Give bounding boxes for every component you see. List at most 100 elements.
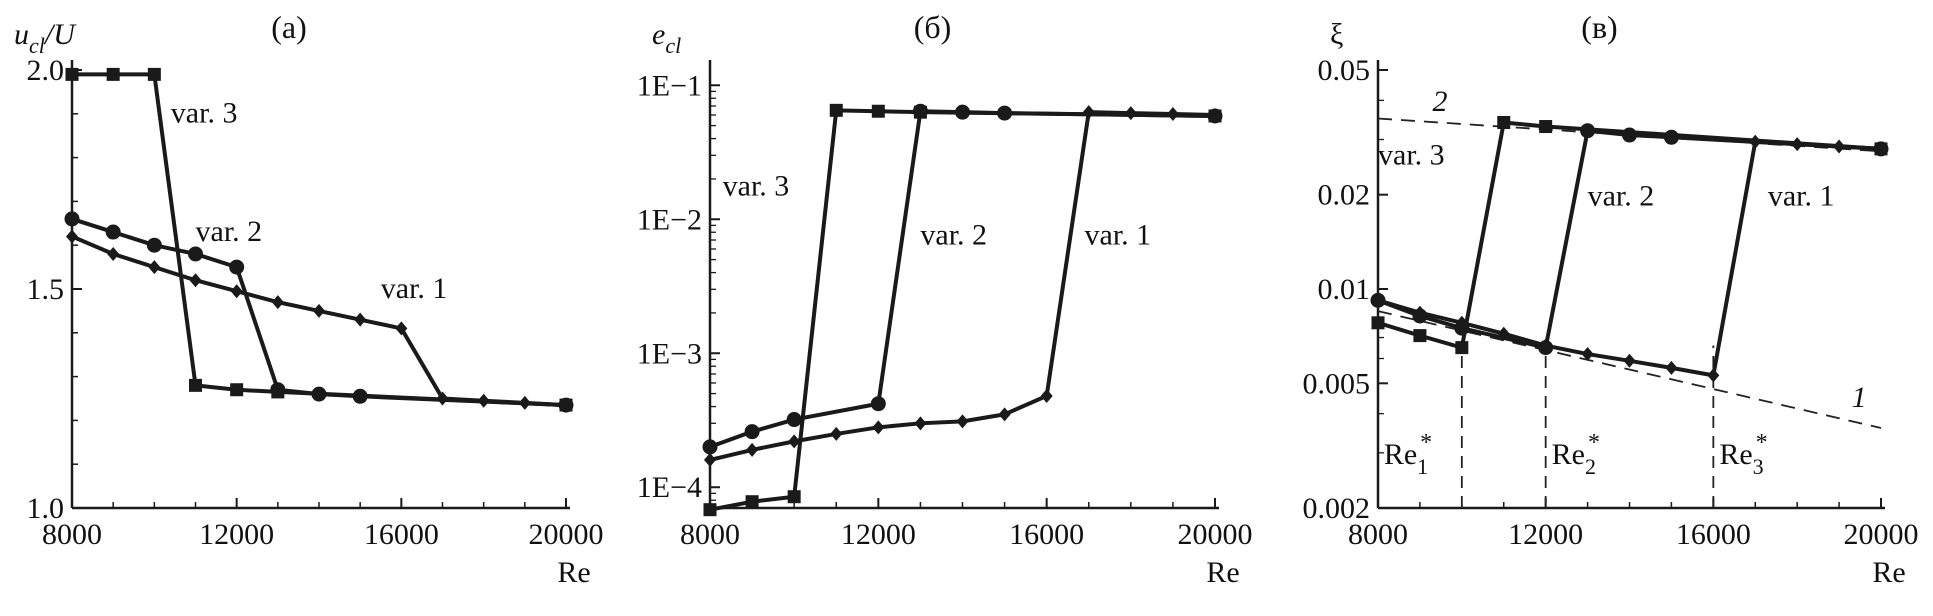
- series-annotation: var. 1: [381, 272, 448, 305]
- x-tick-label: 8000: [680, 518, 740, 551]
- series-annotation: var. 2: [1588, 179, 1655, 212]
- y-tick-label: 2.0: [27, 54, 65, 87]
- data-point: [786, 412, 802, 428]
- x-tick-label: 12000: [1508, 518, 1583, 551]
- x-tick-label: 12000: [199, 518, 274, 551]
- y-axis-label: ξ: [1330, 18, 1343, 51]
- data-point: [1707, 368, 1720, 383]
- series-annotation: var. 2: [196, 215, 263, 248]
- y-tick-label: 1.5: [27, 273, 65, 306]
- series-annotation: var. 3: [171, 97, 238, 130]
- x-tick-label: 20000: [529, 518, 604, 551]
- critical-re-label: Re3*: [1719, 430, 1767, 479]
- data-point: [913, 105, 927, 119]
- reference-label-2: 2: [1432, 85, 1447, 118]
- series-annotation: var. 3: [1378, 138, 1445, 171]
- data-point: [106, 67, 120, 81]
- critical-re-label: Re1*: [1384, 430, 1432, 479]
- data-point: [870, 396, 886, 412]
- data-point: [704, 452, 716, 467]
- x-tick-label: 12000: [841, 518, 916, 551]
- panel-label: (а): [271, 9, 307, 45]
- data-point: [65, 67, 79, 81]
- data-point: [1538, 340, 1554, 356]
- data-point: [148, 260, 161, 275]
- series-line-1: [71, 234, 567, 408]
- data-point: [998, 407, 1011, 422]
- y-tick-label: 0.01: [1318, 273, 1371, 306]
- data-point: [559, 398, 573, 412]
- data-point: [395, 321, 408, 336]
- panel-b: 8000 12000 16000 20000 1E−4 1E−3 1E−2 1E−1 Re ecl…: [637, 9, 1253, 589]
- data-point: [188, 246, 203, 262]
- data-point: [189, 378, 202, 392]
- data-point: [271, 295, 284, 310]
- x-axis-label: Re: [1872, 556, 1905, 589]
- series-line-2: [709, 109, 1216, 449]
- data-point: [1208, 109, 1222, 123]
- data-point: [271, 385, 285, 399]
- data-point: [829, 103, 843, 117]
- data-point: [230, 383, 244, 397]
- series-line-1: [709, 110, 1216, 462]
- data-point: [313, 303, 325, 318]
- data-point: [744, 424, 760, 440]
- critical-re-label: Re2*: [1552, 430, 1600, 479]
- y-tick-label: 1E−2: [637, 203, 702, 236]
- x-axis-label: Re: [557, 556, 590, 589]
- series-annotation: var. 1: [1768, 179, 1835, 212]
- data-point: [1040, 388, 1053, 403]
- data-point: [787, 490, 801, 504]
- data-point: [66, 229, 78, 244]
- data-point: [1412, 308, 1428, 324]
- data-point: [1371, 316, 1385, 330]
- panel-c: 8000 12000 16000 20000 0.002 0.005 0.01 0.02 0.0…: [1303, 9, 1919, 589]
- y-axis-label-main: u: [14, 18, 29, 51]
- y-axis-label-rest: /U: [43, 18, 77, 51]
- data-point: [354, 312, 367, 327]
- data-point: [147, 67, 161, 81]
- data-point: [914, 416, 927, 431]
- x-tick-label: 16000: [1009, 518, 1084, 551]
- data-point: [1874, 142, 1888, 156]
- data-point: [1665, 360, 1678, 375]
- reference-label-1: 1: [1852, 381, 1867, 414]
- x-tick-label: 20000: [1844, 518, 1919, 551]
- series-annotation: var. 2: [920, 218, 987, 251]
- series-line-2: [1377, 128, 1882, 350]
- series-annotation: var. 3: [723, 170, 790, 203]
- y-tick-label: 0.005: [1303, 367, 1371, 400]
- data-point: [189, 273, 202, 288]
- data-point: [107, 246, 120, 261]
- series-line-3: [72, 72, 567, 408]
- y-tick-label: 1E−4: [637, 471, 702, 504]
- y-axis-label: ecl: [652, 18, 681, 58]
- data-point: [745, 495, 759, 509]
- y-tick-label: 0.05: [1318, 54, 1371, 87]
- x-axis-label: Re: [1206, 556, 1239, 589]
- y-axis-label-sub: cl: [665, 33, 681, 58]
- data-point: [872, 420, 885, 435]
- x-tick-label: 8000: [1348, 518, 1408, 551]
- series-annotation: var. 1: [1085, 218, 1152, 251]
- data-point: [1581, 347, 1594, 362]
- data-point: [146, 237, 162, 253]
- data-point: [64, 211, 80, 227]
- data-point: [1370, 292, 1386, 308]
- series-line-1: [1377, 139, 1882, 378]
- data-point: [703, 503, 717, 517]
- data-point: [956, 414, 969, 429]
- y-tick-label: 1E−3: [637, 337, 702, 370]
- data-point: [105, 224, 121, 240]
- data-point: [1082, 105, 1095, 120]
- panel-label: (в): [1581, 9, 1617, 45]
- y-tick-label: 0.002: [1303, 492, 1371, 525]
- y-tick-label: 1E−1: [637, 69, 702, 102]
- y-axis-label-sub: cl: [29, 33, 45, 58]
- x-tick-label: 16000: [1676, 518, 1751, 551]
- reference-line-1: [1377, 310, 1882, 429]
- data-point: [871, 104, 885, 118]
- data-point: [1497, 115, 1511, 129]
- y-tick-label: 0.02: [1318, 179, 1371, 212]
- data-point: [229, 259, 245, 275]
